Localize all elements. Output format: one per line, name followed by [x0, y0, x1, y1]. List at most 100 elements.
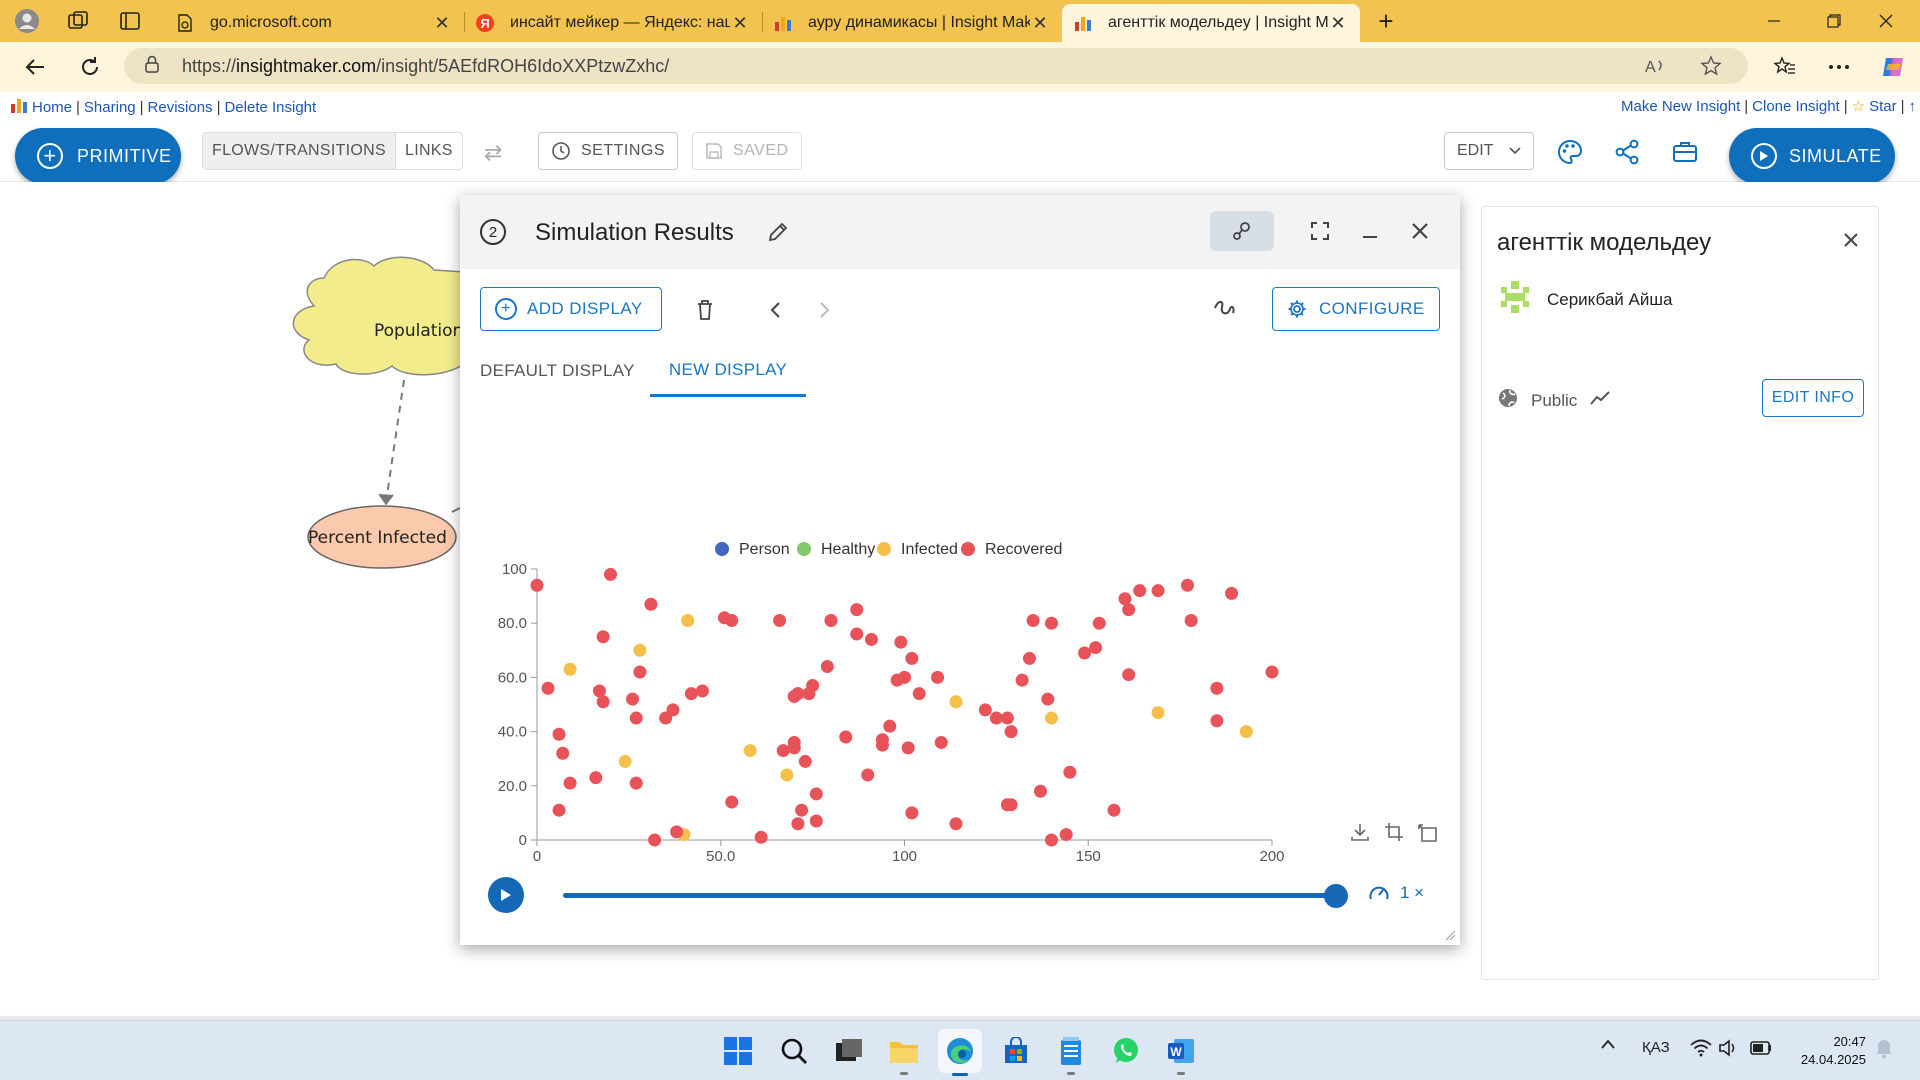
- data-point-recovered[interactable]: [1089, 641, 1103, 655]
- data-point-infected[interactable]: [1045, 711, 1058, 725]
- data-point-recovered[interactable]: [629, 776, 643, 790]
- scatter-plot[interactable]: Person Healthy Infected Recovered 0 20.0 40.0…: [460, 410, 1460, 870]
- data-point-recovered[interactable]: [1092, 616, 1106, 630]
- data-point-recovered[interactable]: [1045, 833, 1058, 847]
- share-icon[interactable]: [1613, 138, 1641, 166]
- data-point-recovered[interactable]: [1004, 798, 1018, 812]
- data-point-recovered[interactable]: [901, 741, 915, 755]
- data-point-recovered[interactable]: [1225, 586, 1239, 600]
- link-arrow[interactable]: [385, 379, 405, 503]
- data-point-recovered[interactable]: [552, 803, 566, 817]
- data-point-recovered[interactable]: [949, 817, 963, 831]
- data-point-recovered[interactable]: [824, 613, 838, 627]
- legend-label[interactable]: Person: [739, 541, 790, 558]
- data-point-recovered[interactable]: [648, 833, 662, 847]
- author-name[interactable]: Серикбай Айша: [1547, 289, 1673, 309]
- data-point-recovered[interactable]: [861, 768, 875, 782]
- data-point-recovered[interactable]: [725, 795, 739, 809]
- new-tab-button[interactable]: +: [1378, 5, 1394, 36]
- data-point-recovered[interactable]: [875, 738, 889, 752]
- tab-go-microsoft[interactable]: go.microsoft.com ✕: [164, 4, 464, 42]
- data-point-infected[interactable]: [949, 695, 963, 709]
- minimize-icon[interactable]: [1754, 8, 1794, 34]
- data-point-recovered[interactable]: [633, 665, 647, 679]
- url-field[interactable]: https://insightmaker.com/insight/5AEfdRO…: [124, 48, 1748, 84]
- data-point-recovered[interactable]: [1184, 613, 1198, 627]
- data-point-recovered[interactable]: [1022, 651, 1036, 665]
- data-point-recovered[interactable]: [1063, 765, 1077, 779]
- legend-marker[interactable]: [877, 542, 891, 556]
- tab-actions-icon[interactable]: [117, 9, 143, 33]
- reset-zoom-icon[interactable]: [1418, 822, 1438, 847]
- fullscreen-icon[interactable]: [1300, 211, 1340, 251]
- data-point-recovered[interactable]: [1107, 803, 1121, 817]
- edge-browser-icon[interactable]: [938, 1029, 982, 1076]
- close-tab-icon[interactable]: ✕: [434, 12, 450, 33]
- time-slider-handle[interactable]: [1324, 884, 1348, 908]
- data-point-recovered[interactable]: [809, 787, 823, 801]
- make-new-insight-link[interactable]: Make New Insight: [1621, 97, 1741, 115]
- data-point-recovered[interactable]: [989, 711, 1003, 725]
- add-primitive-button[interactable]: + PRIMITIVE: [15, 128, 181, 184]
- data-point-recovered[interactable]: [898, 670, 911, 684]
- curve-style-icon[interactable]: [1212, 297, 1238, 323]
- data-point-recovered[interactable]: [552, 727, 566, 741]
- population-cloud[interactable]: [292, 256, 465, 376]
- data-point-recovered[interactable]: [978, 703, 992, 717]
- time-slider-track[interactable]: [563, 893, 1333, 898]
- data-point-recovered[interactable]: [1122, 668, 1136, 682]
- data-point-recovered[interactable]: [791, 687, 805, 701]
- swap-icon[interactable]: ⇄: [484, 140, 503, 165]
- configure-button[interactable]: CONFIGURE: [1272, 287, 1440, 331]
- close-tab-icon[interactable]: ✕: [1032, 12, 1048, 33]
- data-point-infected[interactable]: [780, 768, 794, 782]
- data-point-recovered[interactable]: [931, 670, 945, 684]
- clone-insight-link[interactable]: Clone Insight: [1752, 97, 1840, 115]
- data-point-infected[interactable]: [618, 754, 632, 768]
- percent-infected-ellipse[interactable]: [307, 505, 457, 569]
- legend-marker[interactable]: [961, 542, 975, 556]
- data-point-recovered[interactable]: [850, 627, 864, 641]
- data-point-recovered[interactable]: [894, 635, 908, 649]
- close-tab-icon[interactable]: ✕: [1330, 12, 1346, 33]
- data-point-recovered[interactable]: [839, 730, 853, 744]
- read-aloud-icon[interactable]: A: [1644, 56, 1666, 81]
- data-point-recovered[interactable]: [556, 746, 570, 760]
- tab-agenttik-modeldeu[interactable]: агенттік модельдеу | Insight Maker ✕: [1062, 4, 1360, 42]
- windows-start-icon[interactable]: [722, 1035, 754, 1067]
- data-point-recovered[interactable]: [754, 830, 768, 844]
- data-point-recovered[interactable]: [1210, 714, 1224, 728]
- flows-transitions-button[interactable]: FLOWS/TRANSITIONS: [203, 133, 396, 169]
- data-point-recovered[interactable]: [644, 597, 658, 611]
- volume-icon[interactable]: [1718, 1039, 1738, 1061]
- avatar[interactable]: [1497, 279, 1533, 320]
- whatsapp-icon[interactable]: [1110, 1035, 1142, 1067]
- revisions-link[interactable]: Revisions: [147, 98, 213, 116]
- data-point-recovered[interactable]: [883, 719, 897, 733]
- data-point-recovered[interactable]: [1000, 711, 1014, 725]
- saved-button[interactable]: SAVED: [692, 132, 802, 170]
- legend-marker[interactable]: [715, 542, 729, 556]
- simulate-button[interactable]: SIMULATE: [1729, 128, 1895, 184]
- input-language[interactable]: ҚАЗ: [1642, 1039, 1670, 1056]
- star-link[interactable]: Star: [1869, 97, 1897, 115]
- sharing-link[interactable]: Sharing: [83, 98, 136, 116]
- back-icon[interactable]: [22, 54, 48, 80]
- legend-label[interactable]: Recovered: [985, 541, 1062, 558]
- data-point-recovered[interactable]: [695, 684, 709, 698]
- system-clock[interactable]: 20:47 24.04.2025: [1801, 1033, 1866, 1069]
- favorite-star-icon[interactable]: [1700, 55, 1722, 82]
- minimize-window-icon[interactable]: [1350, 211, 1390, 251]
- data-point-recovered[interactable]: [592, 684, 606, 698]
- tab-default-display[interactable]: DEFAULT DISPLAY: [480, 361, 635, 380]
- data-point-recovered[interactable]: [1045, 616, 1058, 630]
- data-point-recovered[interactable]: [725, 613, 739, 627]
- tab-auru-dinamikasy[interactable]: ауру динамикасы | Insight Maker ✕: [762, 4, 1062, 42]
- data-point-recovered[interactable]: [541, 681, 555, 695]
- profile-icon[interactable]: [14, 9, 40, 33]
- data-point-recovered[interactable]: [589, 771, 603, 785]
- settings-button[interactable]: SETTINGS: [538, 132, 679, 170]
- scroll-up-link[interactable]: ↑: [1908, 97, 1917, 115]
- data-point-recovered[interactable]: [1026, 613, 1040, 627]
- home-link[interactable]: Home: [32, 98, 73, 116]
